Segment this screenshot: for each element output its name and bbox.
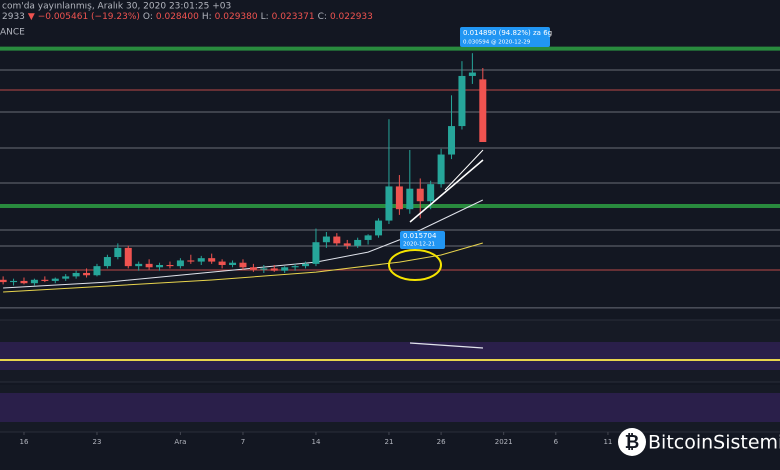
ohlc-part: 0.028400 bbox=[156, 12, 199, 22]
ohlc-part: 0.023371 bbox=[272, 12, 315, 22]
ohlc-part: C: bbox=[318, 12, 327, 22]
rsi-band bbox=[0, 342, 780, 370]
candle-body bbox=[114, 247, 122, 258]
candle-body bbox=[124, 247, 132, 267]
candle-body bbox=[427, 184, 435, 202]
x-tick-label: 7 bbox=[241, 438, 245, 446]
source-line: com'da yayınlanmış, Aralık 30, 2020 23:0… bbox=[2, 2, 231, 12]
low-box bbox=[400, 231, 445, 249]
candle-body bbox=[156, 264, 164, 268]
candle-body bbox=[468, 72, 476, 76]
candle-body bbox=[395, 186, 403, 210]
x-tick-label: 6 bbox=[554, 438, 559, 446]
ohlc-part: 0.022933 bbox=[330, 12, 373, 22]
candle-body bbox=[375, 220, 383, 236]
trend-line bbox=[409, 159, 484, 223]
candle-body bbox=[302, 263, 310, 267]
candle-body bbox=[239, 262, 247, 268]
candle-body bbox=[72, 272, 80, 277]
candle-body bbox=[291, 266, 299, 268]
indicator-line bbox=[3, 242, 483, 293]
ohlc-part: O: bbox=[143, 12, 153, 22]
candle-body bbox=[354, 239, 362, 246]
candle-body bbox=[364, 235, 372, 240]
candle-body bbox=[30, 279, 38, 284]
stoch-band bbox=[0, 393, 780, 422]
candle-body bbox=[385, 186, 393, 221]
candle-body bbox=[166, 264, 174, 267]
x-tick-label: 14 bbox=[312, 438, 321, 446]
candle-body bbox=[197, 258, 205, 262]
ohlc-line: 2933 ▼ −0.005461 (−19.23%) O: 0.028400 H: 0.0… bbox=[2, 12, 373, 22]
candle-body bbox=[187, 260, 195, 262]
candle-body bbox=[218, 261, 226, 265]
candle-body bbox=[229, 262, 237, 265]
symbol-fragment: ANCE bbox=[0, 28, 25, 38]
candle-body bbox=[260, 268, 268, 270]
candle-body bbox=[416, 188, 424, 202]
watermark-logo bbox=[618, 428, 646, 456]
measure-text: 0.030594 @ 2020-12-29 bbox=[463, 40, 531, 46]
candle-body bbox=[176, 260, 184, 267]
measure-text: 0.014890 (94.82%) za 6g bbox=[463, 29, 552, 37]
low-text: 2020-12-21 bbox=[403, 242, 435, 248]
candle-body bbox=[406, 188, 414, 210]
candle-body bbox=[62, 276, 70, 279]
x-tick-label: 26 bbox=[437, 438, 446, 446]
candle-body bbox=[10, 280, 18, 283]
measure-box bbox=[460, 27, 550, 47]
candle-body bbox=[322, 236, 330, 243]
low-text: 0.015704 bbox=[403, 232, 437, 240]
candle-body bbox=[0, 279, 7, 283]
candle-body bbox=[270, 268, 278, 271]
watermark: ₿ BitcoinSistemi bbox=[618, 428, 780, 456]
candle-body bbox=[145, 263, 153, 268]
highlight-ellipse bbox=[388, 249, 442, 281]
x-tick-label: Ara bbox=[174, 438, 186, 446]
indicator-line bbox=[3, 199, 484, 289]
candle-body bbox=[437, 154, 445, 185]
x-tick-label: 11 bbox=[603, 438, 612, 446]
candle-body bbox=[458, 75, 466, 127]
candle-body bbox=[208, 258, 216, 262]
candle-body bbox=[83, 272, 91, 276]
candle-body bbox=[20, 280, 28, 284]
ohlc-part: H: bbox=[202, 12, 212, 22]
candle-body bbox=[135, 263, 143, 267]
candle-body bbox=[281, 267, 289, 271]
x-tick-label: 23 bbox=[93, 438, 102, 446]
candle-body bbox=[479, 79, 487, 143]
candle-body bbox=[51, 278, 59, 281]
header-bar bbox=[0, 0, 780, 22]
candle-body bbox=[103, 257, 111, 267]
x-tick-label: 2021 bbox=[495, 438, 513, 446]
candle-body bbox=[448, 126, 456, 155]
trend-line bbox=[444, 149, 484, 191]
ohlc-part: ▼ −0.005461 (−19.23%) bbox=[28, 12, 140, 22]
candle-body bbox=[93, 266, 101, 276]
ohlc-part: 2933 bbox=[2, 12, 25, 22]
candle-body bbox=[249, 267, 257, 270]
ohlc-part: L: bbox=[261, 12, 269, 22]
watermark-logo-symbol: ₿ bbox=[625, 432, 640, 453]
x-tick-label: 21 bbox=[384, 438, 393, 446]
rsi-divergence bbox=[409, 342, 484, 349]
watermark-text: BitcoinSistemi bbox=[648, 432, 780, 454]
candle-body bbox=[333, 236, 341, 244]
candle-body bbox=[312, 242, 320, 264]
candle-body bbox=[343, 243, 351, 246]
candle-body bbox=[41, 279, 49, 281]
x-tick-label: 16 bbox=[20, 438, 29, 446]
ohlc-part: 0.029380 bbox=[215, 12, 258, 22]
